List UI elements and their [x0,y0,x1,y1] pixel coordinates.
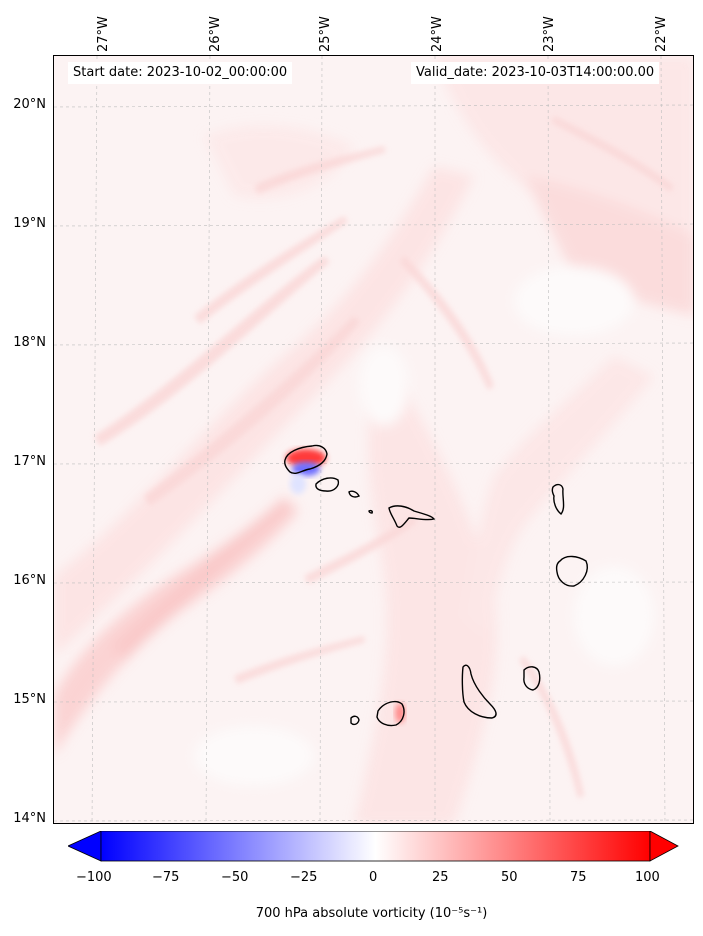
island-sao-vicente [315,477,340,492]
colorbar-extend-max [649,831,679,862]
lon-label-24w: 24°W [430,16,445,52]
island-boa-vista [555,555,588,587]
map-panel[interactable] [53,55,694,824]
lon-label-27w: 27°W [96,16,111,52]
graticule [54,56,693,823]
cbar-tick-75: 75 [570,870,587,885]
start-date-label: Start date: 2023-10-02_00:00:00 [68,62,293,84]
lon-label-25w: 25°W [318,16,333,52]
lat-label-16n: 16°N [13,573,46,588]
island-santa-luzia [348,490,360,498]
island-santo-antao [284,444,328,475]
cbar-tick-100: 100 [635,870,660,885]
coastlines [284,444,588,727]
lat-label-15n: 15°N [13,692,46,707]
lon-label-22w: 22°W [654,16,669,52]
cbar-tick-neg75: −75 [152,870,180,885]
island-maio [523,666,541,691]
cbar-tick-25: 25 [432,870,449,885]
lat-label-17n: 17°N [13,454,46,469]
lat-label-20n: 20°N [13,97,46,112]
lat-label-14n: 14°N [13,811,46,826]
lon-label-23w: 23°W [542,16,557,52]
valid-date-label: Valid_date: 2023-10-03T14:00:00.00 [411,62,660,84]
island-sal [551,483,565,515]
lon-label-26w: 26°W [208,16,223,52]
island-santiago [461,664,497,719]
cbar-tick-neg50: −50 [221,870,249,885]
colorbar-title: 700 hPa absolute vorticity (10⁻⁵s⁻¹) [255,906,488,921]
island-branco [368,509,373,514]
cbar-tick-50: 50 [501,870,518,885]
vorticity-field [54,56,693,823]
colorbar-gradient [100,831,651,862]
island-sao-nicolau [388,505,436,528]
lat-label-18n: 18°N [13,335,46,350]
lat-label-19n: 19°N [13,216,46,231]
island-brava [350,715,360,726]
colorbar [68,831,679,862]
colorbar-extend-min [68,831,102,862]
island-fogo [376,700,405,727]
cbar-tick-0: 0 [369,870,378,885]
cbar-tick-neg100: −100 [76,870,112,885]
cbar-tick-neg25: −25 [290,870,318,885]
